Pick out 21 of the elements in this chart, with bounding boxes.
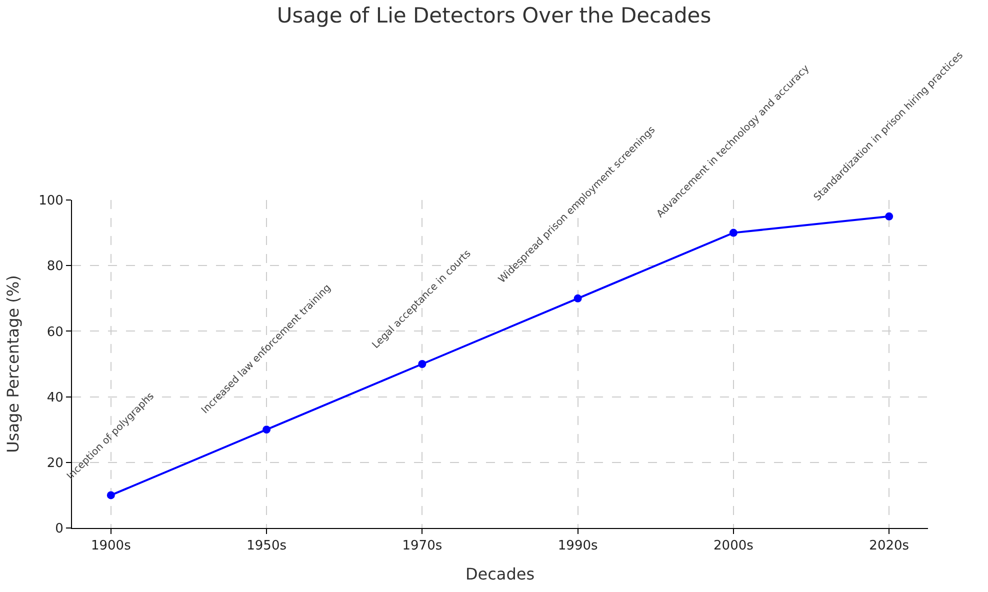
y-tick-label: 100 bbox=[38, 194, 64, 209]
x-tick-label: 2020s bbox=[869, 538, 910, 554]
y-tick-label: 20 bbox=[46, 456, 64, 471]
x-tick-label: 1900s bbox=[90, 538, 132, 554]
x-tick-label: 1970s bbox=[402, 538, 442, 554]
y-tick-label: 60 bbox=[46, 324, 64, 340]
x-tick-label: 1950s bbox=[246, 538, 287, 554]
point bbox=[106, 491, 115, 500]
y-tick-label: 0 bbox=[55, 522, 64, 537]
point bbox=[418, 360, 426, 368]
chart-title: Usage of Lie Detectors Over the Decades bbox=[276, 4, 712, 28]
point bbox=[885, 212, 894, 220]
y-tick-label: 80 bbox=[46, 259, 64, 274]
point bbox=[262, 426, 271, 434]
point bbox=[729, 228, 738, 237]
point bbox=[574, 294, 582, 302]
x-axis-title: Decades bbox=[465, 564, 535, 584]
x-tick-label: 1990s bbox=[558, 538, 598, 554]
x-tick-label: 2000s bbox=[714, 538, 754, 554]
y-axis-title: Usage Percentage (%) bbox=[3, 275, 22, 453]
y-tick-label: 40 bbox=[46, 390, 64, 406]
